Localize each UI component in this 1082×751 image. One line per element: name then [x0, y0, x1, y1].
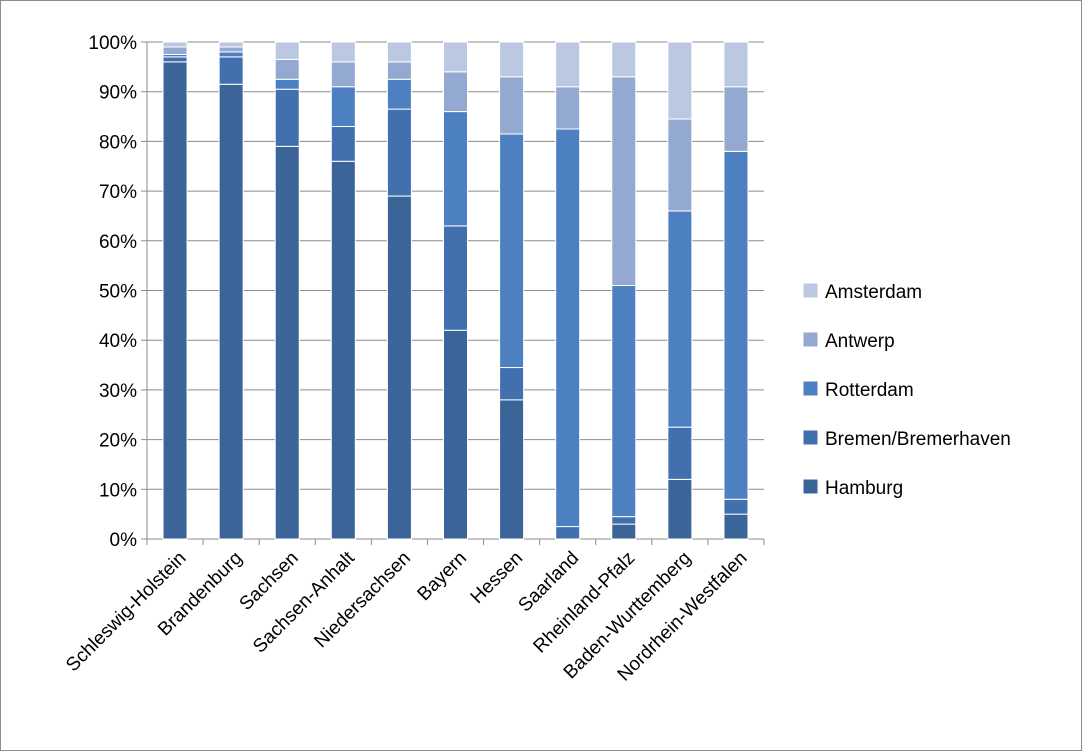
bar-segment-sachsen-rotterdam	[274, 78, 300, 90]
x-tick-label: Niedersachsen	[310, 548, 414, 652]
bar-segment-baden-wurttemberg-hamburg	[667, 478, 693, 540]
bar-segment-nordrhein-westfalen-antwerp	[723, 86, 749, 152]
bar-segment-brandenburg-antwerp	[218, 46, 244, 53]
bar-segment-saarland-antwerp	[555, 86, 581, 130]
bar-segment-rheinland-pfalz-bremen-bremerhaven	[611, 516, 637, 525]
bar-segment-sachsen-antwerp	[274, 58, 300, 80]
y-axis-tick-labels: 0% 10% 20% 30% 40% 50% 60% 70% 80% 90% 100%	[88, 33, 137, 551]
y-tick-label: 0%	[110, 530, 138, 551]
x-tick-label: Bayern	[414, 548, 471, 605]
bar-segment-sachsen-amsterdam	[274, 41, 300, 60]
bar-segment-schleswig-holstein-hamburg	[162, 61, 188, 540]
bar-segment-sachsen-bremen-bremerhaven	[274, 88, 300, 147]
bar-segment-niedersachsen-antwerp	[386, 61, 412, 80]
bar-segment-niedersachsen-rotterdam	[386, 78, 412, 110]
bar-segment-rheinland-pfalz-antwerp	[611, 76, 637, 287]
bar-segment-brandenburg-amsterdam	[218, 41, 244, 48]
bar-segment-hessen-rotterdam	[499, 133, 525, 369]
bar-segment-hessen-hamburg	[499, 399, 525, 540]
y-tick-label: 20%	[99, 431, 137, 452]
bar-segment-baden-wurttemberg-antwerp	[667, 118, 693, 212]
bar-segment-saarland-amsterdam	[555, 41, 581, 88]
legend-label-antwerp: Antwerp	[825, 331, 895, 352]
x-tick-label: Rheinland-Pfalz	[530, 548, 640, 658]
legend-label-hamburg: Hamburg	[825, 478, 903, 499]
bar-segment-niedersachsen-amsterdam	[386, 41, 412, 63]
legend-swatch-bremen-bremerhaven	[802, 429, 819, 446]
bar-segment-bayern-antwerp	[443, 71, 468, 113]
bar-segment-nordrhein-westfalen-amsterdam	[723, 41, 749, 88]
y-tick-label: 80%	[99, 132, 137, 153]
legend: Amsterdam Antwerp Rotterdam Bremen/Bremerha…	[802, 282, 1011, 499]
x-axis-category-labels: Schleswig-HolsteinBrandenburgSachsenSach…	[62, 547, 751, 685]
bar-segment-baden-wurttemberg-bremen-bremerhaven	[667, 426, 693, 480]
bar-segment-sachsen-anhalt-antwerp	[330, 61, 356, 88]
y-tick-label: 90%	[99, 83, 137, 104]
bar-segment-nordrhein-westfalen-rotterdam	[723, 150, 749, 500]
bar-segment-hessen-amsterdam	[499, 41, 525, 78]
bar-segment-hessen-antwerp	[499, 76, 525, 135]
bar-segment-nordrhein-westfalen-bremen-bremerhaven	[723, 498, 749, 515]
bar-segment-schleswig-holstein-amsterdam	[162, 41, 188, 48]
bar-segment-schleswig-holstein-antwerp	[162, 46, 188, 55]
y-tick-label: 50%	[99, 282, 137, 303]
bar-segment-rheinland-pfalz-amsterdam	[611, 41, 637, 78]
bar-segment-sachsen-anhalt-rotterdam	[330, 86, 356, 127]
legend-swatch-amsterdam	[802, 282, 819, 299]
bar-segment-sachsen-anhalt-hamburg	[330, 160, 356, 540]
bar-segment-saarland-rotterdam	[555, 128, 581, 528]
bar-segment-sachsen-anhalt-bremen-bremerhaven	[330, 125, 356, 162]
legend-label-rotterdam: Rotterdam	[825, 380, 914, 401]
bar-segment-hessen-bremen-bremerhaven	[499, 367, 525, 401]
bar-segment-brandenburg-hamburg	[218, 83, 244, 540]
bars	[162, 41, 749, 540]
y-tick-label: 10%	[99, 480, 137, 501]
bar-segment-bayern-hamburg	[443, 329, 468, 540]
y-tick-label: 60%	[99, 232, 137, 253]
y-tick-label: 100%	[88, 33, 137, 54]
bar-segment-bayern-bremen-bremerhaven	[443, 225, 468, 331]
bar-segment-schleswig-holstein-bremen-bremerhaven	[162, 56, 188, 63]
bar-segment-brandenburg-rotterdam	[218, 51, 244, 58]
bar-segment-bayern-rotterdam	[443, 111, 468, 227]
legend-label-bremen-bremerhaven: Bremen/Bremerhaven	[825, 429, 1011, 450]
bar-segment-saarland-bremen-bremerhaven	[555, 526, 581, 540]
bar-segment-baden-wurttemberg-amsterdam	[667, 41, 693, 120]
y-tick-label: 40%	[99, 331, 137, 352]
bar-segment-rheinland-pfalz-hamburg	[611, 523, 637, 540]
bar-segment-sachsen-hamburg	[274, 145, 300, 540]
bar-segment-niedersachsen-hamburg	[386, 195, 412, 540]
x-tick-label: Sachsen-Anhalt	[249, 547, 359, 657]
legend-swatch-antwerp	[802, 331, 819, 348]
legend-swatch-hamburg	[802, 478, 819, 495]
bar-segment-bayern-amsterdam	[443, 41, 468, 73]
bar-segment-rheinland-pfalz-rotterdam	[611, 285, 637, 518]
bar-segment-brandenburg-bremen-bremerhaven	[218, 56, 244, 85]
legend-swatch-rotterdam	[802, 380, 819, 397]
bar-segment-baden-wurttemberg-rotterdam	[667, 210, 693, 428]
y-tick-label: 30%	[99, 381, 137, 402]
legend-label-amsterdam: Amsterdam	[825, 282, 922, 303]
bar-segment-nordrhein-westfalen-hamburg	[723, 513, 749, 540]
bar-segment-niedersachsen-bremen-bremerhaven	[386, 108, 412, 197]
y-tick-label: 70%	[99, 182, 137, 203]
bar-segment-sachsen-anhalt-amsterdam	[330, 41, 356, 63]
